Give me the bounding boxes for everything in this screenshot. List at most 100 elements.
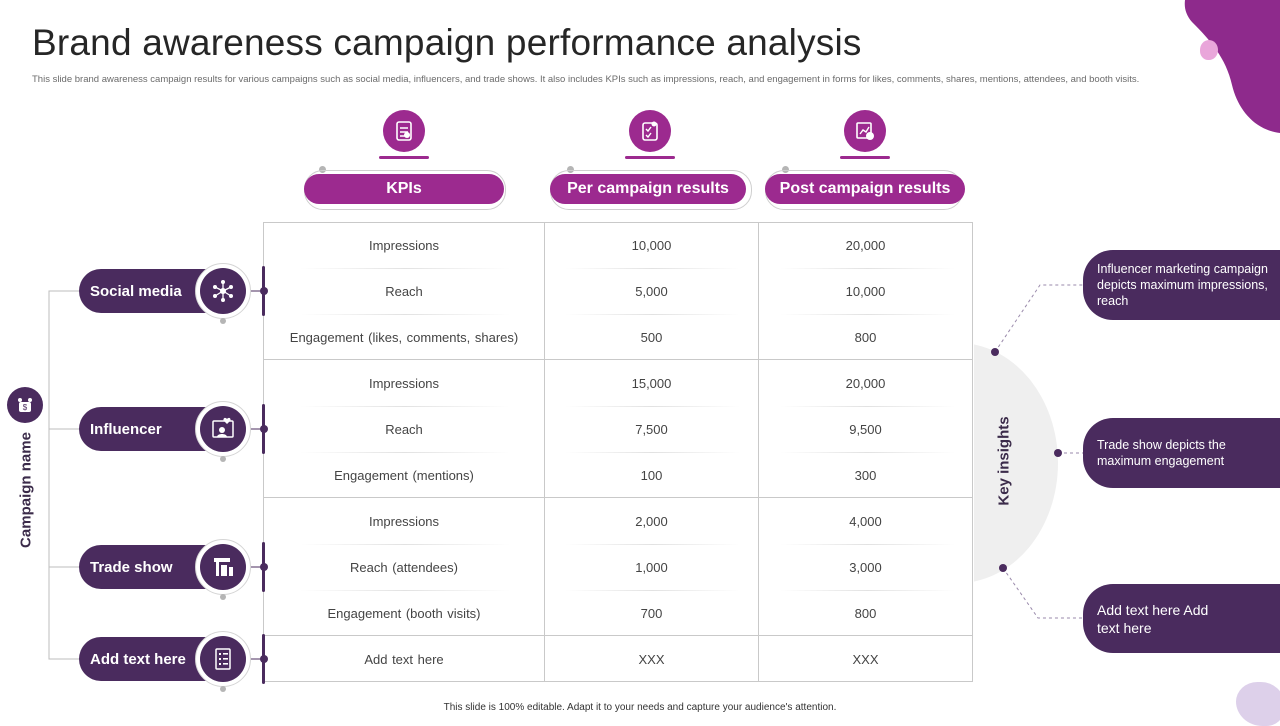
campaign-axis-icon: $ [7, 387, 43, 423]
row-separator [780, 590, 955, 591]
header-underline [840, 156, 890, 159]
checklist-icon [629, 110, 671, 152]
group-divider [263, 359, 973, 360]
influencer-icon [200, 406, 246, 452]
row-separator [565, 544, 740, 545]
insight-connector-lines [994, 284, 1085, 619]
ring-dot [220, 594, 226, 600]
row-separator [300, 452, 510, 453]
connector-dot [319, 166, 326, 173]
connector-dot [567, 166, 574, 173]
row-separator [565, 452, 740, 453]
table-cell-kpi: Impressions [368, 237, 440, 253]
table-cell-kpi: Impressions [368, 513, 440, 529]
table-cell-per: 7,500 [635, 421, 668, 437]
column-divider [544, 222, 545, 682]
footer-note: This slide is 100% editable. Adapt it to… [443, 702, 837, 713]
campaign-connector-lines [48, 290, 263, 660]
row-separator [300, 268, 510, 269]
table-cell-kpi: Reach [385, 283, 423, 299]
table-cell-post: 3,000 [849, 559, 882, 575]
connector-dot [260, 287, 268, 295]
insight-box-1: Influencer marketing campaign depicts ma… [1083, 250, 1280, 320]
ring-dot [220, 318, 226, 324]
network-icon [200, 268, 246, 314]
money-bag-icon: $ [18, 398, 32, 412]
group-divider [263, 635, 973, 636]
row-separator [780, 406, 955, 407]
row-separator [300, 590, 510, 591]
table-cell-per: 700 [640, 605, 663, 621]
row-separator [565, 268, 740, 269]
insight-dot [999, 564, 1007, 572]
connector-dot [260, 425, 268, 433]
connector-dot [260, 655, 268, 663]
table-cell-per: 500 [640, 329, 663, 345]
table-cell-kpi: Engagement (booth visits) [327, 605, 481, 621]
campaign-icon-ring [195, 539, 251, 595]
post-campaign-header-pill: Post campaign results [765, 174, 965, 204]
table-cell-post: 800 [854, 605, 877, 621]
insight-dot [991, 348, 999, 356]
column-header-post-campaign: Post campaign results [765, 110, 965, 210]
row-separator [300, 314, 510, 315]
corner-blob-decoration [1184, 0, 1280, 133]
column-divider [758, 222, 759, 682]
table-cell-post: 20,000 [845, 237, 886, 253]
table-cell-post: XXX [852, 651, 879, 667]
table-cell-per: 2,000 [635, 513, 668, 529]
ring-dot [220, 456, 226, 462]
insight-box-3: Add text here Add text here [1083, 584, 1280, 653]
checklist-icon [200, 636, 246, 682]
column-header-kpis: KPIs [304, 110, 506, 210]
row-separator [780, 452, 955, 453]
row-separator [300, 406, 510, 407]
table-cell-post: 9,500 [849, 421, 882, 437]
table-cell-post: 10,000 [845, 283, 886, 299]
insight-box-2: Trade show depicts the maximum engagemen… [1083, 418, 1280, 488]
table-cell-per: 10,000 [631, 237, 672, 253]
row-separator [780, 268, 955, 269]
table-cell-per: 1,000 [635, 559, 668, 575]
table-cell-kpi: Reach [385, 421, 423, 437]
insight-dot [1054, 449, 1062, 457]
column-header-per-campaign: Per campaign results [550, 110, 752, 210]
booth-icon [200, 544, 246, 590]
small-blob-decoration [1200, 40, 1218, 60]
row-separator [565, 590, 740, 591]
table-cell-post: 4,000 [849, 513, 882, 529]
campaign-icon-ring [195, 263, 251, 319]
per-campaign-header-pill: Per campaign results [550, 174, 746, 204]
campaign-icon-ring [195, 401, 251, 457]
page-subtitle: This slide brand awareness campaign resu… [32, 74, 1140, 85]
table-cell-per: 15,000 [631, 375, 672, 391]
table-cell-per: 5,000 [635, 283, 668, 299]
ring-dot [220, 686, 226, 692]
table-cell-per: 100 [640, 467, 663, 483]
row-separator [780, 544, 955, 545]
svg-text:$: $ [23, 403, 28, 412]
campaign-icon-ring [195, 631, 251, 687]
table-cell-kpi: Engagement (likes, comments, shares) [289, 329, 519, 345]
kpis-header-pill: KPIs [304, 174, 504, 204]
table-cell-post: 800 [854, 329, 877, 345]
header-underline [625, 156, 675, 159]
table-cell-post: 300 [854, 467, 877, 483]
campaign-axis-label: Campaign name [17, 432, 35, 548]
connector-dot [782, 166, 789, 173]
row-separator [300, 544, 510, 545]
table-cell-kpi: Reach (attendees) [350, 559, 458, 575]
table-cell-kpi: Engagement (mentions) [334, 467, 474, 483]
table-cell-kpi: Impressions [368, 375, 440, 391]
table-cell-kpi: Add text here [364, 651, 444, 667]
row-separator [780, 314, 955, 315]
group-divider [263, 497, 973, 498]
row-separator [565, 406, 740, 407]
bottom-blob-decoration [1236, 682, 1280, 726]
page-title: Brand awareness campaign performance ana… [32, 22, 862, 63]
row-separator [565, 314, 740, 315]
presentation-icon [844, 110, 886, 152]
report-icon [383, 110, 425, 152]
connector-dot [260, 563, 268, 571]
header-underline [379, 156, 429, 159]
